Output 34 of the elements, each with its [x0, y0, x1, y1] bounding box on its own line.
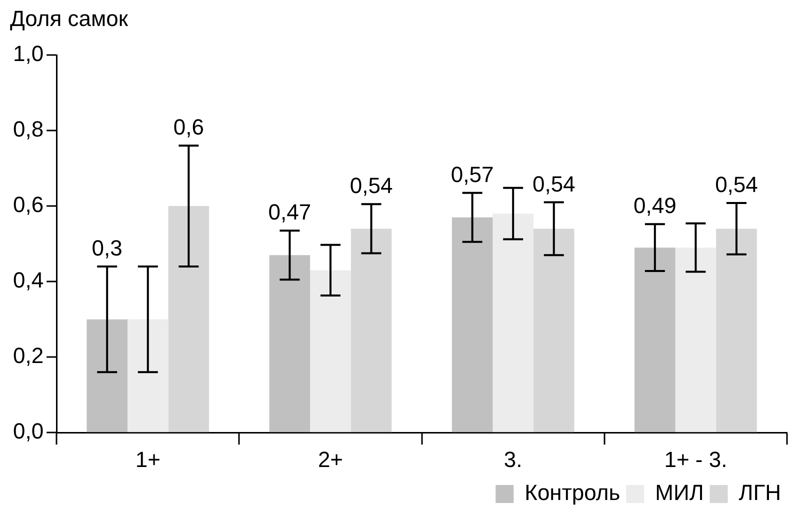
data-label: 0,49: [634, 193, 676, 218]
legend-label: МИЛ: [655, 480, 704, 506]
bar: [716, 228, 757, 432]
bar: [634, 248, 676, 432]
legend-label: Контроль: [524, 480, 620, 506]
x-tick-label: 1+ - 3.: [664, 446, 728, 472]
data-label: 0,54: [350, 173, 393, 198]
bar: [350, 228, 392, 432]
y-tick-label: 0,6: [12, 192, 44, 218]
bar: [269, 255, 310, 432]
x-tick-label: 2+: [318, 446, 344, 472]
y-tick-label: 0,4: [12, 268, 44, 293]
y-axis-title: Доля самок: [10, 6, 128, 32]
x-tick-label: 3.: [504, 446, 522, 472]
y-tick-label: 1,0: [12, 41, 44, 66]
data-label: 0,54: [532, 171, 576, 196]
legend-label: ЛГН: [738, 480, 782, 506]
bar: [168, 206, 210, 432]
data-label: 0,3: [92, 236, 122, 261]
bar: [675, 248, 716, 432]
data-label: 0,54: [715, 172, 758, 198]
bar: [533, 228, 574, 432]
bar: [127, 319, 168, 432]
bar: [492, 214, 534, 432]
bar: [452, 217, 493, 432]
y-tick-label: 0,2: [12, 343, 44, 368]
y-tick-label: 0,0: [12, 418, 44, 444]
data-label: 0,57: [450, 162, 494, 187]
data-label: 0,47: [268, 200, 312, 225]
bar: [310, 270, 351, 432]
y-tick-label: 0,8: [12, 116, 44, 142]
x-tick-label: 1+: [135, 446, 160, 472]
bar: [86, 319, 128, 432]
data-label: 0,6: [173, 114, 204, 140]
